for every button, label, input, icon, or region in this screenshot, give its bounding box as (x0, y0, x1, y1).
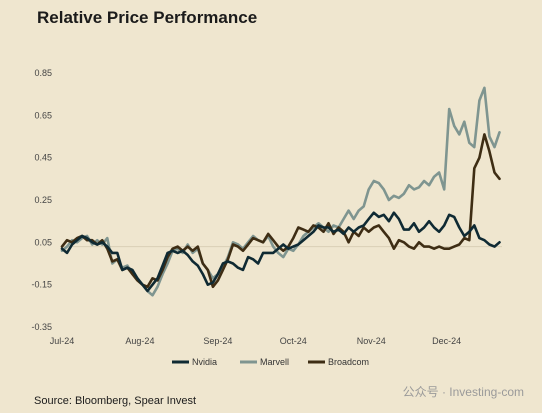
series-line-broadcom (60, 133, 501, 289)
x-tick-label: Dec-24 (432, 336, 461, 346)
chart-title: Relative Price Performance (37, 8, 258, 27)
x-tick-label: Nov-24 (357, 336, 386, 346)
series-lines (60, 86, 501, 297)
x-tick-label: Sep-24 (203, 336, 232, 346)
x-axis: Jul-24 Aug-24 Sep-24 Oct-24 Nov-24 Dec-24 (50, 336, 461, 346)
watermark: 公众号 · Investing-com (402, 385, 524, 399)
y-tick-label: 0.25 (34, 195, 52, 205)
legend-label-broadcom: Broadcom (328, 357, 369, 367)
legend-label-nvidia: Nvidia (192, 357, 217, 367)
legend: Nvidia Marvell Broadcom (172, 357, 369, 367)
series-line-nvidia (60, 211, 501, 293)
y-tick-label: -0.15 (31, 280, 52, 290)
y-axis: 0.85 0.65 0.45 0.25 0.05 -0.15 -0.35 (31, 68, 52, 332)
y-tick-label: 0.85 (34, 68, 52, 78)
y-tick-label: -0.35 (31, 322, 52, 332)
x-tick-label: Jul-24 (50, 336, 75, 346)
y-tick-label: 0.65 (34, 110, 52, 120)
x-tick-label: Aug-24 (125, 336, 154, 346)
source-note: Source: Bloomberg, Spear Invest (34, 395, 197, 407)
y-tick-label: 0.45 (34, 153, 52, 163)
x-tick-label: Oct-24 (280, 336, 307, 346)
y-tick-label: 0.05 (34, 237, 52, 247)
series-line-marvell (60, 86, 501, 297)
legend-label-marvell: Marvell (260, 357, 289, 367)
